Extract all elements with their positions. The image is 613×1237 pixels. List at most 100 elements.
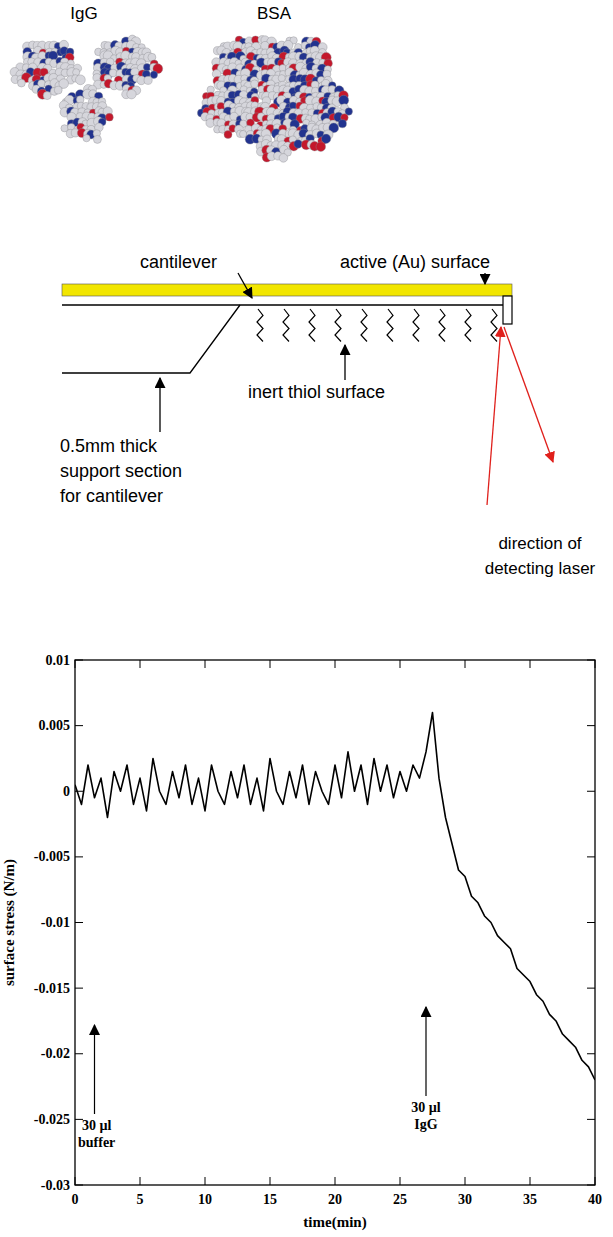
atom (279, 154, 288, 163)
annotation: 30 µl IgG (411, 1100, 441, 1132)
annotation-line: buffer (78, 1135, 115, 1150)
x-tick-label: 30 (458, 1192, 472, 1207)
x-tick-label: 25 (393, 1192, 407, 1207)
y-tick (587, 1053, 595, 1054)
y-tick (75, 725, 83, 726)
x-tick-label: 15 (263, 1192, 277, 1207)
thiol (309, 309, 315, 342)
label: for cantilever (60, 486, 163, 506)
x-tick (335, 660, 336, 668)
atom (127, 90, 136, 99)
x-tick-label: 5 (137, 1192, 144, 1207)
annotation-line: 30 µl (411, 1100, 441, 1115)
thiol (283, 309, 289, 342)
thiol (257, 309, 263, 342)
plot-frame (75, 660, 595, 1185)
thiol (387, 309, 393, 342)
x-tick (400, 660, 401, 668)
annotation-arrow (94, 1025, 95, 1114)
annotation-line: IgG (414, 1117, 437, 1132)
atom (18, 79, 26, 87)
x-tick (270, 1177, 271, 1185)
thiol (361, 309, 367, 342)
support (62, 305, 240, 373)
atom (316, 142, 326, 152)
gold-layer (62, 284, 512, 296)
atom (150, 71, 157, 78)
cantilever-line (62, 304, 503, 305)
molecule-label: IgG (70, 4, 97, 23)
x-axis-title: time(min) (303, 1214, 366, 1231)
label: direction of (498, 534, 581, 553)
arrow (238, 273, 252, 298)
x-tick (335, 1177, 336, 1185)
arrow (344, 345, 345, 380)
atom (54, 86, 62, 94)
atom (106, 113, 114, 121)
label: cantilever (140, 252, 217, 272)
stress-trace (75, 713, 595, 1081)
label: inert thiol surface (248, 382, 385, 402)
y-tick-label: 0 (63, 784, 70, 799)
y-tick-label: -0.02 (41, 1046, 70, 1061)
y-tick (587, 725, 595, 726)
x-tick (465, 660, 466, 668)
arrow (487, 327, 501, 505)
y-tick (587, 856, 595, 857)
atom (338, 120, 346, 128)
y-tick-label: -0.01 (41, 915, 70, 930)
x-tick-label: 10 (198, 1192, 212, 1207)
y-tick-label: 0.005 (39, 718, 71, 733)
x-tick (140, 1177, 141, 1185)
x-tick (530, 660, 531, 668)
arrow (504, 327, 553, 462)
plot-area (75, 713, 595, 1081)
y-tick (75, 1053, 83, 1054)
atom (76, 75, 86, 85)
label: 0.5mm thick (60, 436, 158, 456)
atom (93, 135, 101, 143)
annotation-line: 30 µl (82, 1118, 112, 1133)
atom (321, 134, 330, 143)
x-tick-label: 35 (523, 1192, 537, 1207)
x-tick (530, 1177, 531, 1185)
annotation: 30 µl buffer (78, 1118, 115, 1150)
x-tick-label: 20 (328, 1192, 342, 1207)
y-tick-label: -0.025 (34, 1112, 70, 1127)
y-tick-label: -0.015 (34, 981, 70, 996)
molecule-label: BSA (257, 4, 292, 23)
atom (224, 131, 232, 139)
label: detecting laser (485, 559, 596, 578)
figure: IgGBSAcantileveractive (Au) surfaceinert… (0, 0, 613, 1237)
thiol (465, 309, 471, 342)
y-tick (75, 856, 83, 857)
x-tick (465, 1177, 466, 1185)
thiol (413, 309, 419, 342)
x-tick (205, 660, 206, 668)
x-tick-label: 0 (72, 1192, 79, 1207)
bsa-structure (197, 36, 352, 163)
annotation-arrow (425, 1007, 426, 1096)
x-tick (400, 1177, 401, 1185)
arrow (484, 273, 485, 284)
y-tick-label: -0.005 (34, 849, 70, 864)
arrow (159, 378, 160, 432)
thiol (491, 309, 497, 342)
y-tick (587, 922, 595, 923)
atom (278, 75, 285, 82)
y-tick (587, 791, 595, 792)
atom (240, 130, 247, 137)
igg-structure (10, 35, 163, 143)
cantilever-tip (503, 296, 512, 324)
label: support section (60, 461, 182, 481)
x-tick (140, 660, 141, 668)
atom (83, 135, 90, 142)
y-axis-title: surface stress (N/m) (1, 859, 18, 986)
atom (144, 76, 152, 84)
y-tick-label: -0.03 (41, 1178, 70, 1193)
atom (43, 92, 51, 100)
y-tick (75, 922, 83, 923)
x-tick (205, 1177, 206, 1185)
y-tick-label: 0.01 (46, 653, 71, 668)
x-tick-label: 40 (588, 1192, 602, 1207)
